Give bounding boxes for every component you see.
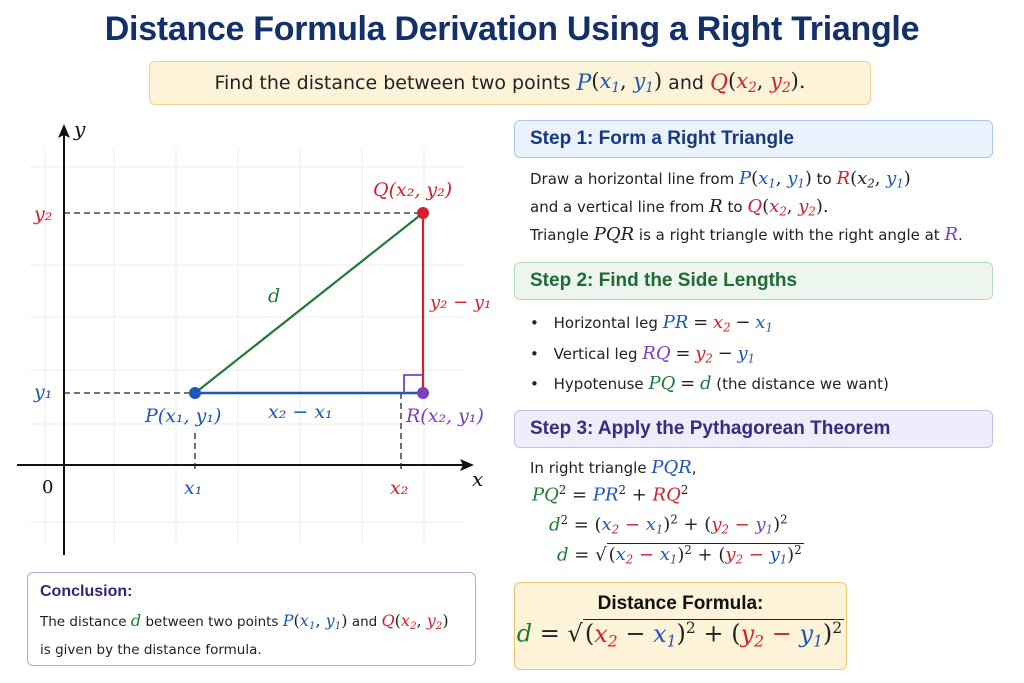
- step-2-header: Step 2: Find the Side Lengths: [514, 262, 993, 300]
- conclusion-text: The distance d between two points P(x1, …: [40, 611, 449, 659]
- y-axis-label: y: [73, 117, 86, 141]
- point-p: P: [576, 70, 592, 96]
- tick-x1-label: x₁: [184, 477, 202, 499]
- page-title: Distance Formula Derivation Using a Righ…: [104, 10, 920, 48]
- horizontal-leg-label: x₂ − x₁: [268, 401, 333, 423]
- bullet-horizontal-leg: Horizontal leg PR = x2 − x1: [530, 312, 773, 335]
- conclusion-box: Conclusion: The distance d between two p…: [27, 572, 476, 666]
- hypotenuse-label: d: [268, 285, 280, 307]
- d-equation: d = √ (x2 − x1)2 + (y2 − y1)2: [557, 543, 804, 567]
- tick-y1-label: y₁: [33, 381, 52, 403]
- guide-lines: [64, 212, 420, 470]
- point-r-label: R(x₂, y₁): [405, 405, 484, 427]
- d-squared-equation: d2 = (x2 − x1)2 + (y2 − y1)2: [549, 513, 788, 537]
- formula-heading: Distance Formula:: [597, 593, 764, 614]
- problem-statement: Find the distance between two points P (x…: [149, 61, 871, 105]
- point-q-dot: [417, 207, 429, 219]
- point-r-dot: [417, 387, 429, 399]
- hypotenuse-line: [194, 212, 424, 394]
- vertical-leg-label: y₂ − y₁: [429, 292, 491, 313]
- step-1-line-3: Triangle PQR is a right triangle with th…: [530, 224, 963, 245]
- prompt-and: and: [668, 72, 704, 94]
- point-p-label: P(x₁, y₁): [144, 405, 221, 427]
- prompt-text: Find the distance between two points: [214, 72, 571, 94]
- distance-formula-box: Distance Formula: d = √(x2 − x1)2 + (y2 …: [514, 582, 847, 670]
- point-q: Q: [709, 70, 729, 96]
- step-3-intro: In right triangle PQR,: [530, 457, 697, 478]
- tick-x2-label: x₂: [390, 477, 408, 499]
- bullet-vertical-leg: Vertical leg RQ = y2 − y1: [530, 343, 755, 366]
- step-1-line-1: Draw a horizontal line from P(x1, y1) to…: [530, 168, 911, 191]
- x-axis-label: x: [472, 467, 483, 491]
- bullet-hypotenuse: Hypotenuse PQ = d (the distance we want): [530, 373, 889, 394]
- y-axis-arrow-icon: [58, 124, 70, 138]
- conclusion-heading: Conclusion:: [40, 583, 133, 600]
- point-p-dot: [189, 387, 201, 399]
- pythagorean-equation: PQ2 = PR2 + RQ2: [532, 483, 689, 506]
- point-q-label: Q(x₂, y₂): [373, 179, 452, 201]
- origin-label: 0: [42, 477, 53, 498]
- x-axis-arrow-icon: [460, 459, 474, 471]
- coordinate-graph: y x 0 x₁ x₂ y₁ y₂ P(x₁, y₁) Q(x₂, y₂) R(…: [17, 117, 491, 555]
- step-3-header: Step 3: Apply the Pythagorean Theorem: [514, 410, 993, 448]
- right-angle-marker: [403, 374, 423, 393]
- distance-formula: d = √(x2 − x1)2 + (y2 − y1)2: [516, 619, 845, 651]
- step-1-line-2: and a vertical line from R to Q(x2, y2).: [530, 196, 829, 219]
- tick-y2-label: y₂: [33, 203, 52, 225]
- step-1-header: Step 1: Form a Right Triangle: [514, 120, 993, 158]
